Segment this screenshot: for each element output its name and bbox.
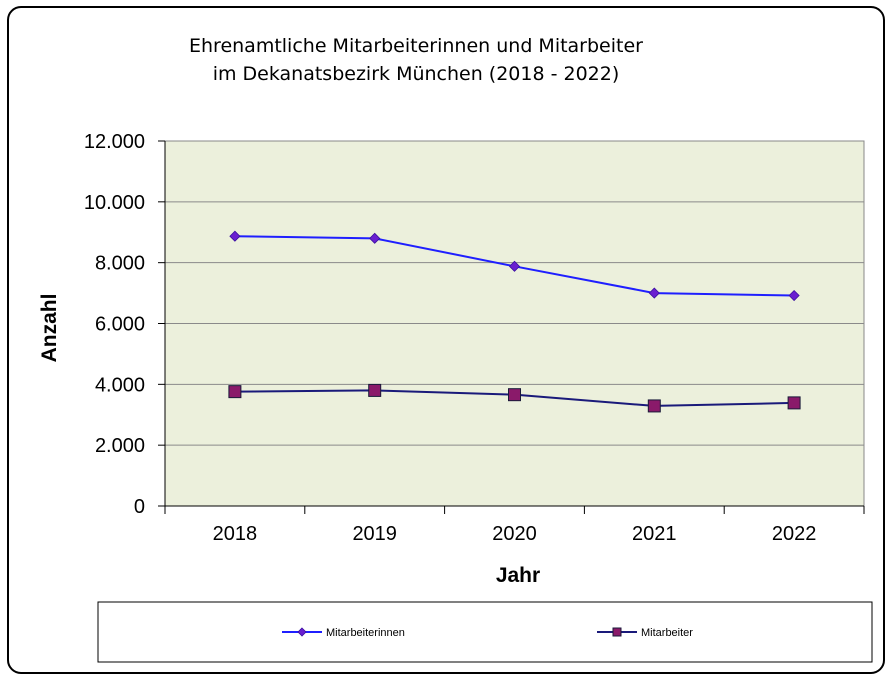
y-axis-ticks: 0 2.000 4.000 6.000 8.000 10.000 12.000 [84,131,165,518]
y-tick-label: 8.000 [95,253,145,275]
legend-marker [297,627,307,637]
legend-marker [612,627,622,637]
legend-label: Mitarbeiterinnen [326,627,405,639]
x-tick-label: 2022 [772,523,817,545]
chart-title-line-1: Ehrenamtliche Mitarbeiterinnen und Mitar… [189,35,643,57]
series-layer [228,230,801,413]
y-tick-label: 4.000 [95,374,145,396]
x-tick-label: 2018 [213,523,258,545]
y-tick-label: 6.000 [95,314,145,336]
y-tick-label: 10.000 [84,192,145,214]
data-point [229,230,241,242]
data-point [787,396,801,410]
x-tick-label: 2019 [352,523,397,545]
gridlines [165,201,864,446]
data-point [788,289,800,302]
data-point [508,388,521,402]
data-point [369,232,381,244]
y-tick-label: 0 [134,496,145,518]
x-axis-ticks: 2018 2019 2020 2021 2022 [164,506,865,545]
x-tick-label: 2020 [492,523,537,545]
y-tick-label: 12.000 [84,131,145,153]
data-point [508,260,521,272]
y-axis-title: Anzahl [38,294,61,363]
data-point [228,385,242,399]
y-tick-label: 2.000 [95,435,145,457]
x-tick-label: 2021 [632,523,677,545]
legend-box [97,601,873,663]
data-point [368,383,382,397]
x-axis-title: Jahr [496,564,540,587]
chart-title-line-2: im Dekanatsbezirk München (2018 - 2022) [213,63,620,85]
legend-label: Mitarbeiter [641,627,693,639]
data-point [647,399,661,413]
data-point [648,287,660,299]
legend: Mitarbeiterinnen Mitarbeiter [282,627,693,639]
